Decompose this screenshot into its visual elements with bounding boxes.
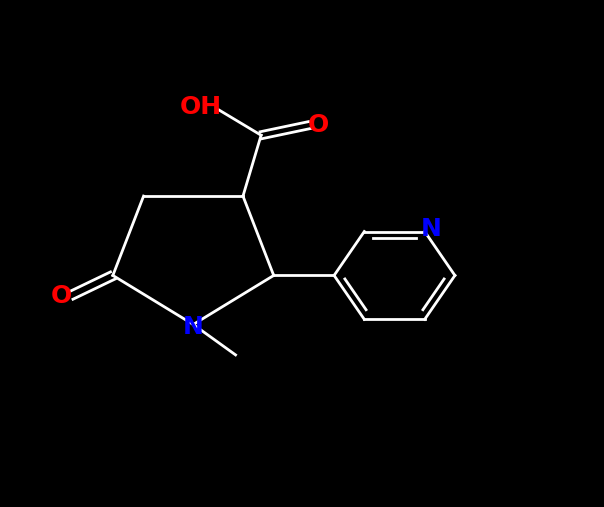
Text: OH: OH <box>179 95 222 119</box>
Text: O: O <box>51 284 72 308</box>
Text: O: O <box>308 113 329 137</box>
Text: N: N <box>420 217 441 241</box>
Text: N: N <box>183 315 204 339</box>
